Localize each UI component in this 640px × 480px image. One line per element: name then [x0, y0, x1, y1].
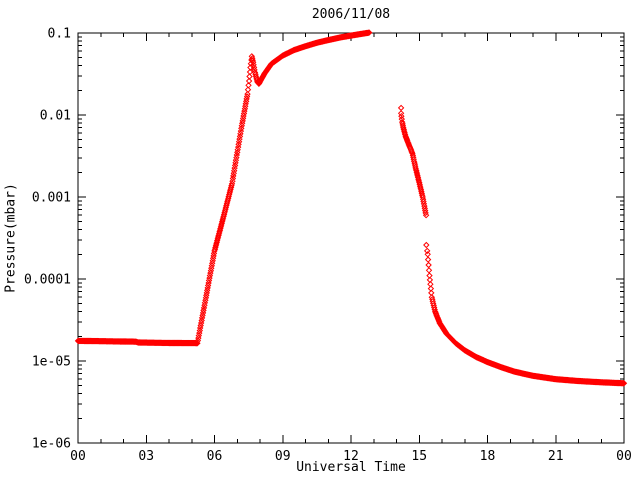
plot-border — [77, 32, 625, 444]
x-tick-label: 00 — [616, 449, 632, 464]
data-series-baseline-rise-spike-plateau — [74, 29, 373, 347]
x-tick-label: 06 — [207, 449, 223, 464]
y-tick-label: 1e-06 — [32, 437, 71, 452]
x-tick-label: 12 — [343, 449, 359, 464]
axis-ticks — [77, 32, 625, 444]
y-tick-label: 0.1 — [48, 27, 71, 42]
y-tick-label: 0.01 — [40, 109, 71, 124]
x-tick-label: 21 — [548, 449, 564, 464]
y-tick-label: 1e-05 — [32, 355, 71, 370]
data-series-evening-decay — [424, 251, 628, 387]
x-tick-label: 18 — [480, 449, 496, 464]
y-tick-label: 0.001 — [32, 191, 71, 206]
x-tick-label: 03 — [138, 449, 154, 464]
y-tick-label: 0.0001 — [24, 273, 71, 288]
x-tick-label: 00 — [70, 449, 86, 464]
data-series-afternoon-drop — [397, 110, 430, 219]
chart-title: 2006/11/08 — [311, 7, 391, 22]
x-axis-label: Universal Time — [296, 460, 406, 475]
x-tick-label: 09 — [275, 449, 291, 464]
x-tick-label: 15 — [411, 449, 427, 464]
